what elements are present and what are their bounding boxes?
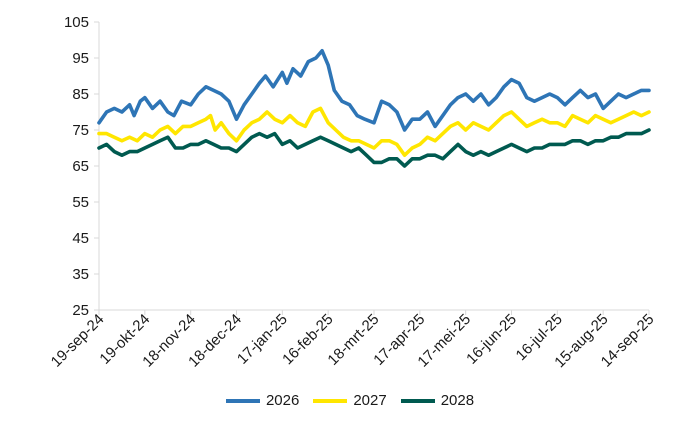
legend-item-2026[interactable]: 2026 <box>225 392 300 409</box>
x-axis: 19-sep-2419-okt-2418-nov-2418-dec-2417-j… <box>48 309 657 371</box>
series-lines <box>97 49 651 168</box>
series-line-2028 <box>97 128 651 168</box>
x-tick-label: 19-sep-24 <box>48 311 108 371</box>
series-line-2026 <box>97 49 651 132</box>
y-tick-label: 85 <box>72 86 89 103</box>
legend-swatch-2026 <box>225 398 260 403</box>
y-tick-label: 75 <box>72 122 89 139</box>
y-tick-label: 95 <box>72 50 89 67</box>
legend: 2026 2027 2028 <box>0 392 700 409</box>
y-tick-label: 25 <box>72 302 89 319</box>
legend-swatch-2028 <box>400 398 435 403</box>
legend-label-2027: 2027 <box>353 392 387 409</box>
legend-swatch-2027 <box>313 398 348 403</box>
series-line-2027 <box>97 106 651 157</box>
legend-item-2028[interactable]: 2028 <box>400 392 475 409</box>
y-tick-label: 55 <box>72 194 89 211</box>
y-axis: 25 35 45 55 65 75 85 95 105 <box>64 14 100 319</box>
legend-label-2028: 2028 <box>440 392 475 409</box>
y-tick-label: 45 <box>72 230 89 247</box>
y-tick-label: 35 <box>72 266 89 283</box>
x-tick-label: 16-jun-25 <box>463 311 520 368</box>
legend-item-2027[interactable]: 2027 <box>313 392 387 409</box>
y-tick-label: 65 <box>72 158 89 175</box>
y-tick-label: 105 <box>64 14 89 31</box>
legend-label-2026: 2026 <box>265 392 300 409</box>
